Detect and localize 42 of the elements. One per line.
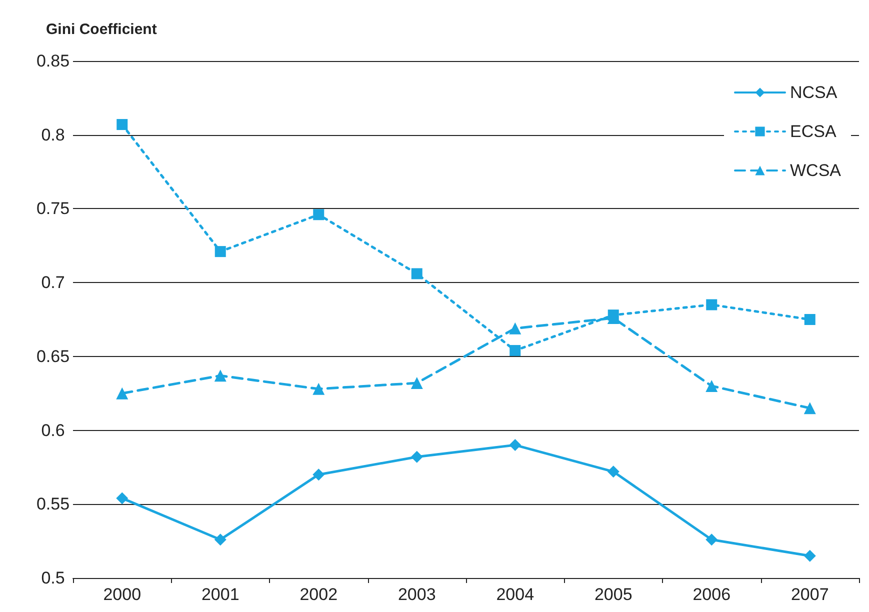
y-tick-label: 0.7	[41, 273, 65, 292]
point	[509, 439, 522, 452]
x-tick-label: 2003	[398, 585, 436, 604]
point	[607, 466, 620, 478]
point	[411, 268, 422, 280]
x-tick-label: 2002	[300, 585, 338, 604]
legend-label: WCSA	[790, 161, 842, 180]
y-axis-title: Gini Coefficient	[46, 21, 157, 38]
y-tick-label: 0.6	[41, 420, 65, 440]
y-tick-label: 0.75	[36, 199, 70, 218]
point	[116, 387, 128, 400]
point	[804, 550, 816, 562]
point	[706, 534, 718, 546]
point	[313, 209, 324, 220]
point	[804, 314, 816, 325]
point	[804, 402, 816, 414]
point	[312, 382, 325, 395]
x-tick-label: 2004	[496, 585, 534, 604]
x-tick-label: 2005	[594, 585, 632, 604]
point	[116, 492, 128, 504]
point	[510, 345, 521, 356]
point	[509, 322, 522, 334]
y-tick-label: 0.8	[41, 125, 65, 144]
y-tick-label: 0.65	[36, 346, 70, 366]
x-tick-label: 2000	[103, 585, 142, 604]
point	[706, 380, 718, 392]
y-tick-label: 0.55	[36, 494, 70, 514]
x-tick-label: 2001	[201, 585, 240, 604]
point	[116, 119, 128, 130]
x-tick-label: 2006	[692, 585, 731, 604]
legend-label: NCSA	[790, 83, 838, 102]
point	[410, 450, 423, 463]
point	[410, 377, 423, 390]
point	[312, 468, 325, 481]
y-tick-label: 0.85	[36, 52, 70, 70]
x-tick-label: 2007	[790, 585, 829, 604]
point	[214, 246, 226, 258]
legend-label: ECSA	[790, 122, 837, 141]
y-tick-label: 0.5	[41, 568, 65, 588]
point	[214, 534, 226, 546]
point	[214, 370, 226, 382]
point	[706, 299, 718, 310]
